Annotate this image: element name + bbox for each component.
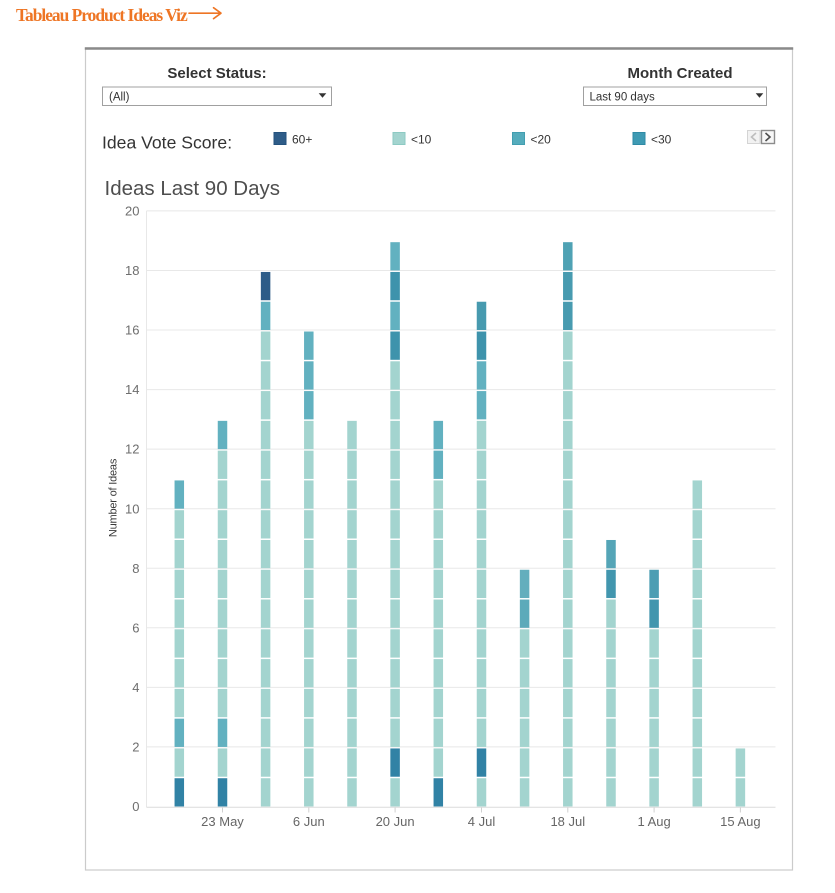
svg-text:12: 12 [125, 442, 139, 457]
svg-text:10: 10 [125, 501, 139, 516]
svg-text:Last 90 days: Last 90 days [590, 92, 655, 104]
svg-text:6: 6 [132, 620, 139, 635]
svg-text:<20: <20 [531, 133, 552, 147]
svg-text:18: 18 [125, 263, 139, 278]
svg-text:Number of Ideas: Number of Ideas [108, 458, 120, 537]
svg-text:20: 20 [125, 204, 139, 219]
svg-text:Idea Vote Score:: Idea Vote Score: [102, 133, 232, 153]
svg-text:8: 8 [132, 561, 139, 576]
svg-text:Ideas Last 90 Days: Ideas Last 90 Days [105, 177, 281, 200]
svg-text:18 Jul: 18 Jul [550, 814, 585, 829]
svg-text:Select Status:: Select Status: [167, 65, 266, 82]
svg-text:6 Jun: 6 Jun [293, 814, 325, 829]
svg-text:15 Aug: 15 Aug [720, 814, 761, 829]
svg-text:23 May: 23 May [201, 814, 244, 829]
svg-text:0: 0 [132, 799, 139, 814]
svg-text:4: 4 [132, 680, 139, 695]
svg-text:16: 16 [125, 323, 139, 338]
svg-text:Month Created: Month Created [628, 65, 733, 82]
svg-text:14: 14 [125, 382, 139, 397]
svg-text:1 Aug: 1 Aug [637, 814, 670, 829]
svg-text:60+: 60+ [292, 133, 312, 147]
svg-text:<30: <30 [651, 133, 672, 147]
svg-text:20 Jun: 20 Jun [376, 814, 415, 829]
svg-text:4 Jul: 4 Jul [468, 814, 496, 829]
svg-text:<10: <10 [411, 133, 432, 147]
svg-text:2: 2 [132, 740, 139, 755]
svg-text:(All): (All) [109, 92, 130, 104]
svg-text:Tableau Product Ideas Viz: Tableau Product Ideas Viz [16, 5, 188, 25]
